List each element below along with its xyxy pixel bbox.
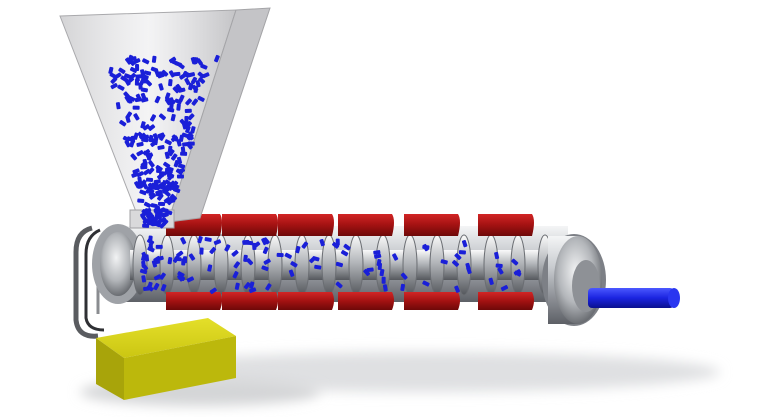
die-icon: [542, 234, 606, 326]
pellet-icon: [139, 235, 522, 295]
motor-block-icon: [96, 318, 236, 400]
pellet-icon: [108, 54, 220, 229]
extrudate-rod-icon: [588, 288, 680, 308]
heater-band-icon: [166, 214, 534, 310]
